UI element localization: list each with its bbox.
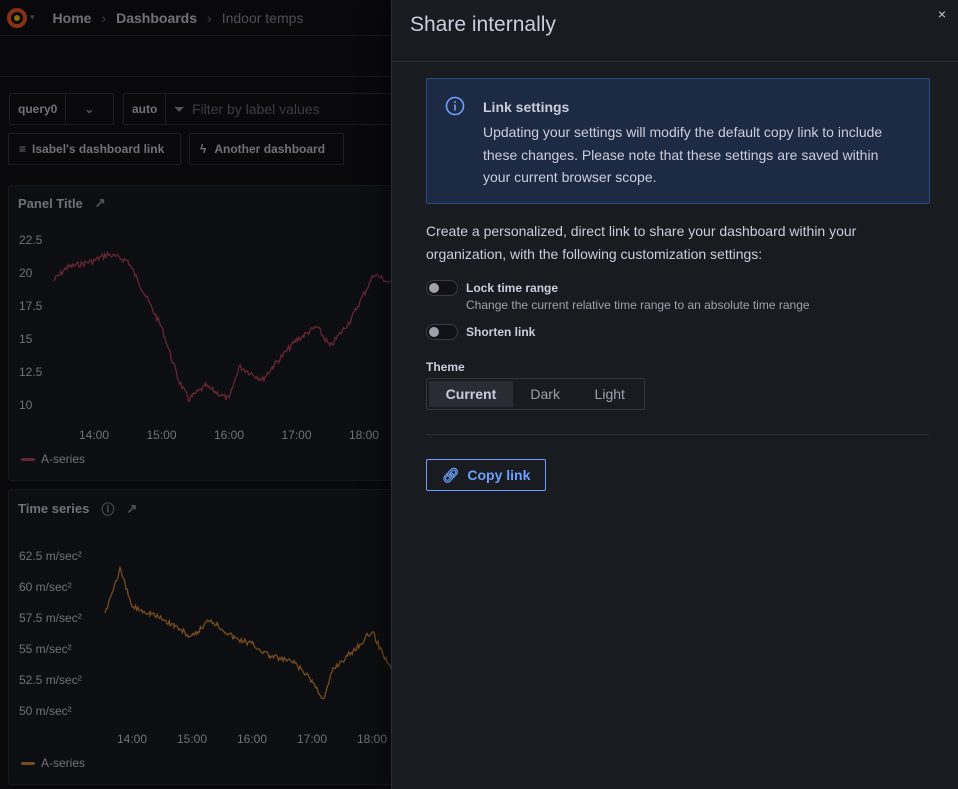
lock-time-range-label: Lock time range bbox=[466, 281, 559, 295]
theme-option-light[interactable]: Light bbox=[594, 386, 625, 402]
alert-title: Link settings bbox=[483, 99, 570, 115]
lock-time-range-description: Change the current relative time range t… bbox=[466, 298, 810, 312]
grafana-logo-icon[interactable] bbox=[6, 7, 28, 29]
y-tick-label: 52.5 m/sec² bbox=[19, 673, 82, 687]
breadcrumb-home[interactable]: Home bbox=[52, 9, 92, 26]
legend-label: A-series bbox=[41, 452, 86, 466]
legend-label: A-series bbox=[41, 756, 86, 770]
x-tick-label: 17:00 bbox=[297, 732, 328, 746]
shorten-link-toggle[interactable] bbox=[426, 324, 458, 340]
theme-radio-group: Current Dark Light bbox=[426, 378, 645, 410]
divider bbox=[392, 61, 958, 62]
chevron-down-icon[interactable]: ▾ bbox=[30, 12, 35, 22]
x-tick-label: 17:00 bbox=[281, 428, 312, 442]
theme-label: Theme bbox=[426, 360, 465, 374]
copy-link-label: Copy link bbox=[467, 467, 531, 483]
bolt-icon: ϟ bbox=[200, 142, 207, 156]
interval-label: auto bbox=[124, 94, 167, 124]
theme-option-dark[interactable]: Dark bbox=[530, 386, 560, 402]
link-label: Isabel's dashboard link bbox=[32, 142, 165, 156]
copy-link-button[interactable]: 🔗︎ Copy link bbox=[426, 459, 546, 491]
series-line bbox=[104, 565, 393, 700]
panel-title: Panel Title bbox=[18, 195, 83, 211]
y-tick-label: 57.5 m/sec² bbox=[19, 611, 82, 625]
close-icon[interactable]: × bbox=[937, 6, 946, 22]
y-tick-label: 55 m/sec² bbox=[19, 642, 72, 656]
breadcrumb-current: Indoor temps bbox=[221, 9, 304, 26]
theme-option-current[interactable]: Current bbox=[429, 381, 513, 407]
line-chart bbox=[53, 250, 408, 403]
external-link-icon[interactable]: ↗ bbox=[126, 500, 138, 516]
panel-time-series: Time series ⓘ ↗ 62.5 m/sec² 60 m/sec² 57.5 m… bbox=[8, 489, 428, 785]
divider bbox=[426, 434, 929, 435]
y-tick-label: 15 bbox=[19, 332, 33, 346]
description: Create a personalized, direct link to sh… bbox=[426, 223, 857, 262]
drawer-title: Share internally bbox=[410, 13, 556, 36]
external-link-icon[interactable]: ↗ bbox=[94, 195, 106, 210]
alert-body: Updating your settings will modify the d… bbox=[483, 124, 883, 185]
query-value: query0 bbox=[10, 94, 67, 124]
info-icon bbox=[445, 96, 465, 116]
x-tick-label: 18:00 bbox=[349, 428, 380, 442]
link-icon: 🔗︎ bbox=[441, 466, 460, 483]
filter-icon: ⏷ bbox=[174, 101, 184, 116]
y-tick-label: 17.5 bbox=[19, 299, 43, 313]
x-tick-label: 14:00 bbox=[117, 732, 148, 746]
dashboard-link-another[interactable]: ϟ Another dashboard bbox=[189, 133, 344, 165]
y-tick-label: 20 bbox=[19, 266, 33, 280]
x-tick-label: 15:00 bbox=[177, 732, 208, 746]
dashboard-link-isabel[interactable]: ≡ Isabel's dashboard link bbox=[8, 133, 181, 165]
series-line bbox=[53, 250, 408, 403]
x-tick-label: 16:00 bbox=[214, 428, 245, 442]
x-tick-label: 16:00 bbox=[237, 732, 268, 746]
link-settings-alert: Link settings Updating your settings wil… bbox=[426, 78, 930, 204]
lock-time-range-toggle[interactable] bbox=[426, 280, 458, 296]
query-variable-select[interactable]: query0 ⌄ bbox=[9, 93, 114, 125]
panel-title: Time series bbox=[18, 501, 90, 516]
x-tick-label: 14:00 bbox=[79, 428, 110, 442]
y-tick-label: 12.5 bbox=[19, 365, 43, 379]
y-tick-label: 60 m/sec² bbox=[19, 580, 72, 594]
shorten-link-label: Shorten link bbox=[466, 325, 536, 339]
filter-input[interactable]: Filter by label values bbox=[191, 101, 320, 117]
y-tick-label: 22.5 bbox=[19, 233, 43, 247]
menu-icon: ≡ bbox=[19, 142, 27, 156]
y-tick-label: 10 bbox=[19, 398, 33, 412]
legend-item[interactable]: A-series bbox=[21, 452, 85, 466]
link-label: Another dashboard bbox=[214, 142, 326, 156]
legend-item[interactable]: A-series bbox=[21, 756, 85, 770]
panel-temps: Panel Title ↗ 22.5 20 17.5 15 12.5 10 14:00 15:0… bbox=[8, 185, 428, 481]
share-drawer: Share internally × Link settings Updatin… bbox=[391, 0, 958, 789]
y-tick-label: 50 m/sec² bbox=[19, 704, 72, 718]
line-chart bbox=[104, 565, 393, 700]
x-tick-label: 18:00 bbox=[357, 732, 388, 746]
x-tick-label: 15:00 bbox=[146, 428, 177, 442]
breadcrumb-dashboards[interactable]: Dashboards bbox=[116, 9, 198, 26]
y-tick-label: 62.5 m/sec² bbox=[19, 549, 82, 563]
chevron-down-icon: ⌄ bbox=[84, 102, 95, 116]
info-icon[interactable]: ⓘ bbox=[101, 502, 115, 517]
